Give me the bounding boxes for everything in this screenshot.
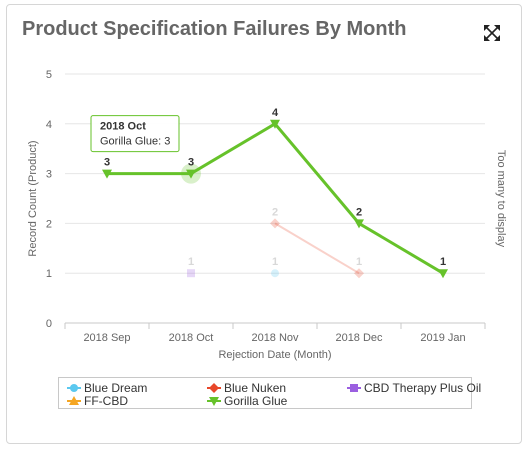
data-point xyxy=(438,269,448,279)
legend-label: Blue Dream xyxy=(84,381,148,395)
legend-symbol-icon xyxy=(67,384,81,392)
x-tick-label: 2018 Nov xyxy=(251,332,299,344)
x-tick-label: 2018 Dec xyxy=(335,332,383,344)
legend-label: Blue Nuken xyxy=(224,381,287,395)
legend-item-cbd-therapy-plus-oil[interactable]: CBD Therapy Plus Oil xyxy=(347,381,481,395)
data-point xyxy=(271,269,279,278)
legend-label: Gorilla Glue xyxy=(224,394,288,408)
right-axis-label: Too many to display xyxy=(495,150,507,248)
x-tick-label: 2018 Oct xyxy=(169,332,214,344)
tooltip-value: Gorilla Glue: 3 xyxy=(100,136,170,148)
data-label: 2 xyxy=(356,206,362,218)
data-label: 1 xyxy=(440,256,446,268)
y-tick-label: 5 xyxy=(46,69,52,81)
legend-item-ff-cbd[interactable]: FF-CBD xyxy=(67,394,128,408)
chart-card xyxy=(6,4,522,444)
y-tick-label: 3 xyxy=(46,169,52,181)
data-point xyxy=(186,169,196,179)
data-point xyxy=(270,218,280,229)
data-label: 1 xyxy=(272,256,278,268)
data-point xyxy=(187,269,195,278)
data-point xyxy=(102,169,112,179)
tooltip-box xyxy=(90,115,180,153)
series-line xyxy=(274,222,360,275)
legend-item-gorilla-glue[interactable]: Gorilla Glue xyxy=(207,394,287,408)
legend-symbol-icon xyxy=(67,396,81,405)
chart-legend: Blue Dream Blue Nuken CBD Therapy Plus Oil… xyxy=(58,377,481,409)
legend-label: FF-CBD xyxy=(84,394,128,408)
data-label: 4 xyxy=(272,107,279,119)
chart-title: Product Specification Failures By Month xyxy=(22,18,407,40)
expand-arrows-icon[interactable] xyxy=(483,24,501,42)
y-tick-label: 0 xyxy=(46,318,52,330)
data-point xyxy=(354,219,364,229)
legend-item-blue-dream[interactable]: Blue Dream xyxy=(67,381,147,395)
x-tick-label: 2018 Sep xyxy=(83,332,130,344)
y-axis-title: Record Count (Product) xyxy=(27,140,39,256)
y-tick-label: 4 xyxy=(46,119,52,131)
x-tick-label: 2019 Jan xyxy=(420,332,465,344)
x-axis-title: Rejection Date (Month) xyxy=(218,349,331,361)
data-label: 1 xyxy=(188,256,194,268)
y-tick-label: 2 xyxy=(46,218,52,230)
y-tick-label: 1 xyxy=(46,268,52,280)
tooltip-title: 2018 Oct xyxy=(100,121,146,133)
data-point xyxy=(354,268,364,279)
legend-symbol-icon xyxy=(347,384,361,392)
legend-symbol-icon xyxy=(207,397,221,406)
legend-label: CBD Therapy Plus Oil xyxy=(364,381,482,395)
data-label: 3 xyxy=(104,157,110,169)
legend-symbol-icon xyxy=(207,383,221,393)
data-label: 3 xyxy=(188,157,194,169)
data-label: 2 xyxy=(272,206,278,218)
legend-item-blue-nuken[interactable]: Blue Nuken xyxy=(207,381,286,395)
data-label: 1 xyxy=(356,256,362,268)
data-point xyxy=(270,119,280,129)
